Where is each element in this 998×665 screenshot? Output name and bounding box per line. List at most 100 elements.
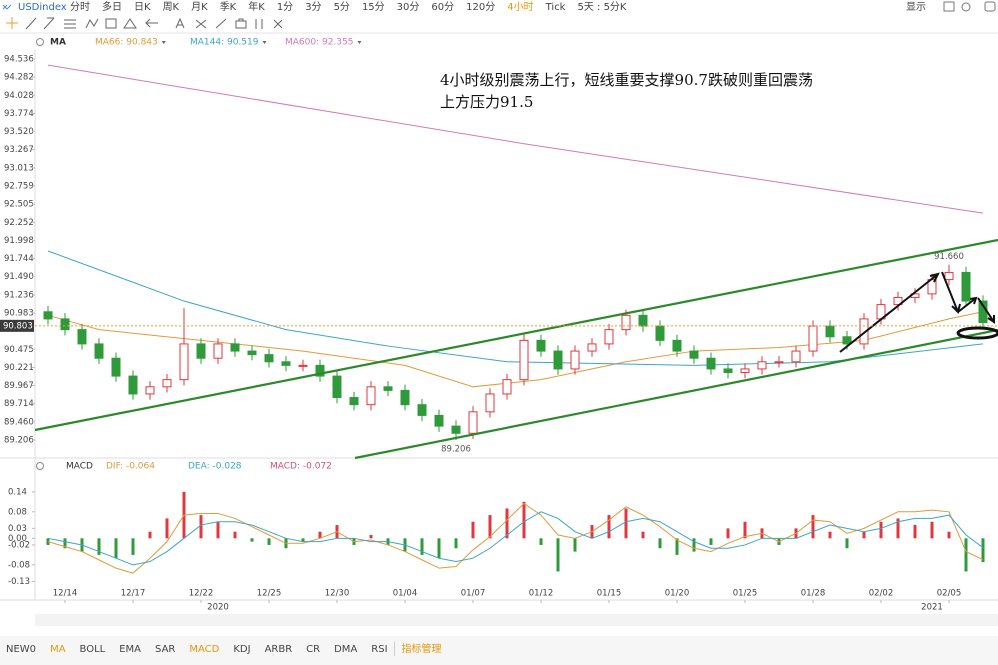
y-tick-label: 92.252 <box>4 218 34 228</box>
period-button[interactable]: 4小时 <box>507 1 533 13</box>
hline-tool[interactable] <box>64 19 76 29</box>
icon[interactable] <box>961 2 971 12</box>
indicator-tab[interactable]: CR <box>306 644 320 655</box>
period-button[interactable]: 30分 <box>397 1 420 13</box>
scrollbar[interactable] <box>35 614 998 626</box>
candle-body <box>213 343 223 359</box>
period-button[interactable]: 120分 <box>466 1 495 13</box>
y-tick-label: 0.14 <box>8 487 27 497</box>
candle-body <box>689 350 699 359</box>
arrow <box>977 297 995 324</box>
y-tick-label: 91.490 <box>4 272 34 282</box>
period-button[interactable]: 多日 <box>102 0 122 13</box>
indicator-tab[interactable]: MA <box>50 644 66 655</box>
measure-tool[interactable] <box>195 19 207 29</box>
candle-body <box>723 368 733 374</box>
candle-body <box>502 379 512 395</box>
indicator-tab[interactable]: KDJ <box>233 644 250 655</box>
candle-body <box>468 411 478 434</box>
candle-body <box>655 325 665 341</box>
candle-body <box>43 311 53 320</box>
y-tick-label: 0.00 <box>8 534 27 544</box>
legend-caret <box>262 41 267 44</box>
candle-body <box>757 361 767 370</box>
channel-upper <box>34 238 998 432</box>
display-menu[interactable]: 显示 <box>906 1 926 13</box>
legend-entry: MACD: -0.072 <box>270 462 332 472</box>
rect-tool[interactable] <box>105 18 117 29</box>
indicator-tab[interactable]: RSI <box>371 644 387 655</box>
candle-body <box>196 343 206 359</box>
y-tick-label: 91.744 <box>4 254 34 264</box>
ma-line <box>47 250 984 366</box>
period-button[interactable]: 分时 <box>70 1 90 13</box>
indicator-tab[interactable]: ARBR <box>265 644 293 655</box>
period-button[interactable]: 周K <box>163 1 180 13</box>
candle-body <box>94 343 104 359</box>
candle-body <box>740 368 750 374</box>
wave-tool[interactable] <box>85 18 99 29</box>
crosshair-tool[interactable] <box>6 17 18 29</box>
pen-tool[interactable] <box>215 18 227 29</box>
settings-icon[interactable] <box>36 462 44 470</box>
period-button[interactable]: 5分 <box>334 1 350 13</box>
period-button[interactable]: 季K <box>220 1 237 13</box>
candle-body <box>587 343 597 352</box>
x-tick-label: 12/14 <box>53 589 78 599</box>
legend-entry: MA600: 92.355 <box>285 38 353 48</box>
candle-body <box>128 375 138 395</box>
period-button[interactable]: 15分 <box>362 1 385 13</box>
candle-body <box>349 397 359 406</box>
ma-line <box>47 64 984 214</box>
y-tick-label: 89.714 <box>4 399 34 409</box>
shape-tool[interactable] <box>123 18 137 29</box>
indicator-tab[interactable]: MACD <box>189 644 219 655</box>
x-tick-label: 01/15 <box>597 589 622 599</box>
candle-body <box>859 318 869 345</box>
lock-tool[interactable] <box>235 18 247 29</box>
period-button[interactable]: 1分 <box>277 1 293 13</box>
candle-body <box>162 379 172 388</box>
menu-icon[interactable] <box>2 4 12 10</box>
y-tick-label: 93.013 <box>4 163 34 173</box>
settings-icon[interactable] <box>36 38 44 46</box>
indicator-tab[interactable]: SAR <box>155 644 175 655</box>
candle-body <box>553 350 563 370</box>
ray-tool[interactable] <box>43 17 55 30</box>
y-tick-label: 93.774 <box>4 109 34 119</box>
eye-tool[interactable] <box>255 19 263 29</box>
indicator-tab[interactable]: BOLL <box>80 644 106 655</box>
period-button[interactable]: 年K <box>248 0 265 13</box>
candle-body <box>298 364 308 367</box>
indicator-tab[interactable]: NEW0 <box>6 644 36 655</box>
x-tick-label: 02/05 <box>937 589 962 599</box>
legend-entry: DIF: -0.064 <box>106 462 155 472</box>
support-mark <box>956 326 998 340</box>
period-button[interactable]: 3分 <box>305 1 321 13</box>
candle-body <box>145 386 155 395</box>
line-tool[interactable] <box>25 17 37 30</box>
text-tool[interactable] <box>175 17 185 29</box>
year-label: 2021 <box>921 603 943 613</box>
period-button[interactable]: 5天 : 5分K <box>577 1 626 13</box>
delete-tool[interactable] <box>273 19 283 29</box>
y-tick-label: 89.967 <box>4 381 34 391</box>
icon[interactable] <box>943 1 955 12</box>
indicator-tab[interactable]: 指标管理 <box>402 642 442 655</box>
extreme-label: 91.660 <box>934 252 964 262</box>
period-button[interactable]: 60分 <box>431 1 454 13</box>
period-button[interactable]: 日K <box>134 2 151 13</box>
macd-line <box>47 502 984 574</box>
period-button[interactable]: Tick <box>545 2 566 13</box>
indicator-tab[interactable]: DMA <box>334 644 357 655</box>
y-tick-label: 92.505 <box>4 200 34 210</box>
symbol[interactable]: USDindex <box>18 2 67 13</box>
indicator-tab[interactable]: EMA <box>119 644 141 655</box>
arrow <box>839 272 940 353</box>
period-button[interactable]: 月K <box>191 1 208 13</box>
icon[interactable] <box>984 1 996 12</box>
indicator-name: MACD <box>66 462 93 472</box>
drawings <box>34 238 998 460</box>
candle-body <box>417 404 427 416</box>
arrow-tool[interactable] <box>145 18 158 28</box>
